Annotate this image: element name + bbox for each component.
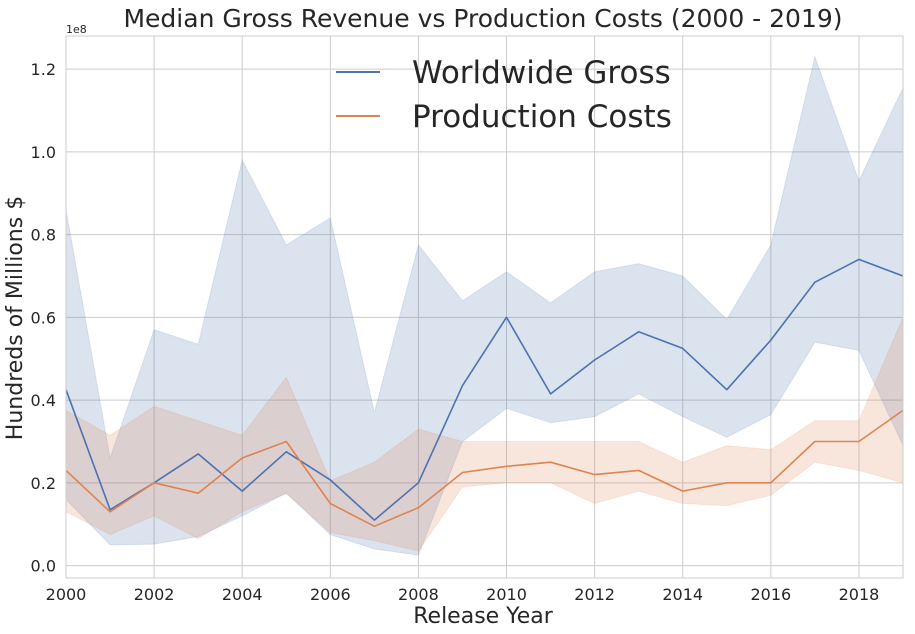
y-tick-label: 0.4 [31, 391, 56, 410]
production-costs-line [65, 409, 904, 528]
x-tick-label: 2004 [222, 585, 263, 604]
x-tick-label: 2014 [662, 585, 703, 604]
y-offset-label: 1e8 [66, 23, 87, 36]
x-tick-label: 2010 [486, 585, 527, 604]
x-tick-label: 2008 [398, 585, 439, 604]
plot-frame [65, 35, 904, 579]
worldwide-gross-line [65, 258, 904, 521]
gridlines [65, 36, 903, 578]
x-tick-label: 2018 [839, 585, 880, 604]
y-tick-label: 0.6 [31, 308, 56, 327]
x-tick-label: 2000 [46, 585, 87, 604]
y-tick-label: 0.2 [31, 474, 56, 493]
x-axis-ticks: 2000 2002 2004 2006 2008 2010 2012 2014 2016 2018 [46, 585, 880, 604]
chart-title: Median Gross Revenue vs Production Costs… [123, 4, 842, 33]
y-tick-label: 1.0 [31, 143, 56, 162]
y-axis-title: Hundreds of Millions $ [3, 196, 28, 440]
legend-label-worldwide-gross: Worldwide Gross [412, 55, 671, 91]
x-tick-label: 2016 [750, 585, 791, 604]
series-lines [65, 258, 904, 528]
x-tick-label: 2002 [134, 585, 175, 604]
y-tick-label: 1.2 [31, 60, 56, 79]
x-tick-label: 2012 [574, 585, 615, 604]
plot-area [65, 35, 904, 579]
y-axis-ticks: 0.0 0.2 0.4 0.6 0.8 1.0 1.2 [31, 60, 56, 575]
legend: Worldwide Gross Production Costs [336, 55, 672, 135]
y-tick-label: 0.0 [31, 557, 56, 576]
y-tick-label: 0.8 [31, 226, 56, 245]
legend-label-production-costs: Production Costs [412, 99, 672, 135]
x-axis-title: Release Year [413, 604, 553, 629]
x-tick-label: 2006 [310, 585, 351, 604]
